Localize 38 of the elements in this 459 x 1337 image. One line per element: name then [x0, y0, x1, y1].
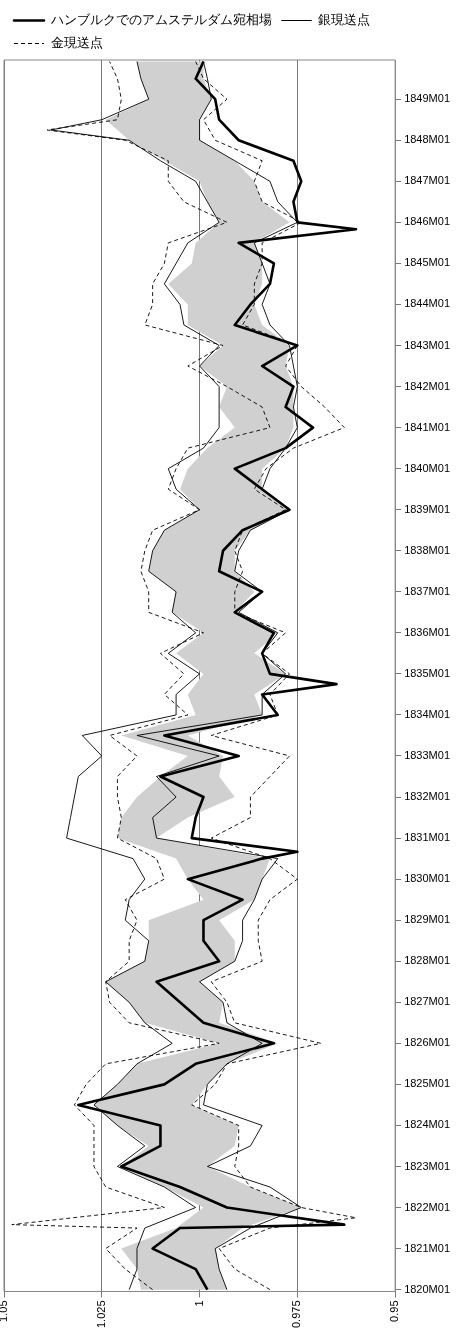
legend-label: ハンブルクでのアムステルダム宛相場: [49, 12, 272, 28]
y-tick-label: 1841M01: [404, 420, 451, 433]
y-tick-label: 1826M01: [404, 1036, 451, 1049]
y-tick-label: 1844M01: [404, 297, 451, 310]
x-tick-label: 0.975: [290, 1300, 303, 1328]
x-tick-label: 1.05: [0, 1300, 10, 1322]
y-tick-label: 1831M01: [404, 831, 451, 844]
y-tick-label: 1845M01: [404, 256, 451, 269]
y-tick-label: 1840M01: [404, 461, 451, 474]
y-tick-label: 1827M01: [404, 995, 451, 1008]
y-tick-label: 1834M01: [404, 707, 451, 720]
y-tick-label: 1837M01: [404, 584, 451, 597]
y-tick-label: 1821M01: [404, 1241, 451, 1254]
y-tick-label: 1830M01: [404, 872, 451, 885]
y-tick-label: 1842M01: [404, 379, 451, 392]
y-tick-label: 1824M01: [404, 1118, 451, 1131]
y-tick-label: 1820M01: [404, 1282, 451, 1295]
y-tick-label: 1836M01: [404, 625, 451, 638]
y-tick-label: 1828M01: [404, 954, 451, 967]
y-tick-label: 1838M01: [404, 543, 451, 556]
y-tick-label: 1822M01: [404, 1200, 451, 1213]
y-tick-label: 1843M01: [404, 338, 451, 351]
y-tick-label: 1833M01: [404, 749, 451, 762]
y-tick-label: 1825M01: [404, 1077, 451, 1090]
y-tick-label: 1846M01: [404, 215, 451, 228]
y-tick-label: 1849M01: [404, 92, 451, 105]
y-tick-label: 1839M01: [404, 502, 451, 515]
y-tick-label: 1832M01: [404, 790, 451, 803]
legend-label: 銀現送点: [318, 12, 370, 28]
y-tick-label: 1848M01: [404, 133, 451, 146]
legend-label: 金現送点: [50, 35, 103, 51]
y-tick-label: 1823M01: [404, 1159, 451, 1172]
y-tick-label: 1829M01: [404, 913, 451, 926]
x-tick-label: 1.025: [94, 1300, 107, 1328]
x-tick-label: 1: [192, 1300, 205, 1307]
x-tick-label: 0.95: [388, 1300, 401, 1322]
y-tick-label: 1835M01: [404, 666, 451, 679]
y-tick-label: 1847M01: [404, 174, 451, 187]
